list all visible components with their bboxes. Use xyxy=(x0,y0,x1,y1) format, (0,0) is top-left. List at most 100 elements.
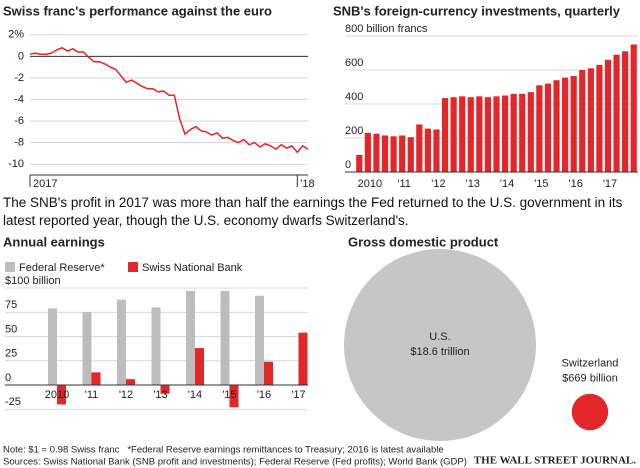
y-tick-label: 600 xyxy=(345,57,363,69)
bar xyxy=(424,128,431,172)
x-tick-label: '16 xyxy=(569,178,583,190)
y-tick-label: -8 xyxy=(14,137,24,149)
note: Note: $1 = 0.98 Swiss franc *Federal Res… xyxy=(3,445,444,456)
source: Sources: Swiss National Bank (SNB profit… xyxy=(3,457,467,468)
line xyxy=(29,46,309,154)
x-tick-label: '13 xyxy=(466,178,480,190)
bar xyxy=(399,135,406,172)
bar xyxy=(264,361,273,385)
bar xyxy=(484,97,492,172)
x-tick-label: '15 xyxy=(222,389,236,401)
bar xyxy=(544,83,552,172)
bar xyxy=(356,155,363,172)
x-tick-label: 2017 xyxy=(33,178,57,190)
x-tick-label: '18 xyxy=(300,178,314,190)
bar xyxy=(48,308,57,385)
bar xyxy=(519,93,526,172)
bar xyxy=(596,64,603,172)
bar xyxy=(390,136,397,172)
bubble-label: Switzerland xyxy=(562,358,619,370)
y-tick-label: -2 xyxy=(14,72,24,84)
x-tick-label: '16 xyxy=(257,389,271,401)
y-tick-label: 400 xyxy=(345,91,363,103)
y-tick-label: 50 xyxy=(5,323,17,335)
x-tick-label: '14 xyxy=(188,389,202,401)
legend-swatch xyxy=(5,262,15,272)
x-tick-label: '12 xyxy=(431,178,445,190)
x-tick-label: '11 xyxy=(397,178,411,190)
y-tick-label: -25 xyxy=(5,396,21,408)
y-tick-label: 2% xyxy=(8,29,24,41)
bar xyxy=(298,332,308,385)
y-tick-label: -4 xyxy=(14,93,24,105)
bar xyxy=(536,85,543,172)
chart-title: SNB's foreign-currency investments, quar… xyxy=(333,3,621,18)
bar xyxy=(527,92,534,172)
y-tick-label: -10 xyxy=(8,158,24,170)
bar xyxy=(613,54,620,173)
y-tick-label: $100 billion xyxy=(5,275,61,287)
bar xyxy=(476,96,483,172)
x-tick-label: '13 xyxy=(153,389,167,401)
bar xyxy=(381,135,389,172)
bar xyxy=(510,93,517,172)
y-tick-label: 0 xyxy=(18,50,24,62)
bar xyxy=(501,95,509,172)
y-tick-label: 800 billion francs xyxy=(345,23,428,35)
bar xyxy=(604,59,612,172)
bar xyxy=(82,312,92,385)
bar xyxy=(220,290,230,385)
x-tick-label: 2010 xyxy=(45,389,69,401)
bar xyxy=(186,290,195,385)
bar xyxy=(579,70,586,172)
bar xyxy=(450,97,457,172)
bar xyxy=(373,133,380,172)
legend-label: Federal Reserve* xyxy=(19,262,105,274)
bar xyxy=(622,51,629,172)
bar xyxy=(91,372,101,385)
bar xyxy=(160,384,170,394)
x-tick-label: '14 xyxy=(500,178,514,190)
bubble-label: U.S. xyxy=(429,331,450,343)
bar xyxy=(630,44,637,172)
bar xyxy=(570,75,577,172)
y-tick-label: 25 xyxy=(5,348,17,360)
bar xyxy=(587,68,594,172)
bar xyxy=(151,307,161,385)
bar xyxy=(229,384,239,408)
bar xyxy=(255,295,264,385)
x-tick-label: 2010 xyxy=(358,178,382,190)
x-tick-label: '17 xyxy=(603,178,617,190)
x-tick-label: '11 xyxy=(85,389,99,401)
bar xyxy=(195,348,204,385)
caption: The SNB's profit in 2017 was more than h… xyxy=(3,195,623,228)
bar xyxy=(416,124,423,172)
bar xyxy=(459,96,466,172)
chart-title: Swiss franc's performance against the eu… xyxy=(3,3,272,18)
bubble xyxy=(344,249,536,441)
bar xyxy=(467,97,474,172)
legend-swatch xyxy=(128,262,138,272)
bar xyxy=(441,98,449,172)
legend-label: Swiss National Bank xyxy=(142,262,243,274)
bar xyxy=(407,137,414,172)
bubble-value-label: $18.6 trillion xyxy=(410,346,469,358)
y-tick-label: 0 xyxy=(345,159,351,171)
y-tick-label: 200 xyxy=(345,125,363,137)
bubble-value-label: $669 billion xyxy=(562,373,618,385)
chart-title: Annual earnings xyxy=(3,234,105,249)
bar xyxy=(493,96,500,172)
bubble xyxy=(571,393,609,431)
bar xyxy=(433,129,440,172)
bar xyxy=(57,384,66,405)
chart-title: Gross domestic product xyxy=(348,234,499,249)
y-tick-label: 0 xyxy=(5,372,11,384)
bar xyxy=(117,299,126,385)
x-tick-label: '17 xyxy=(291,389,305,401)
bar xyxy=(126,379,135,385)
x-tick-label: '15 xyxy=(534,178,548,190)
x-tick-label: '12 xyxy=(119,389,133,401)
y-tick-label: -6 xyxy=(14,115,24,127)
